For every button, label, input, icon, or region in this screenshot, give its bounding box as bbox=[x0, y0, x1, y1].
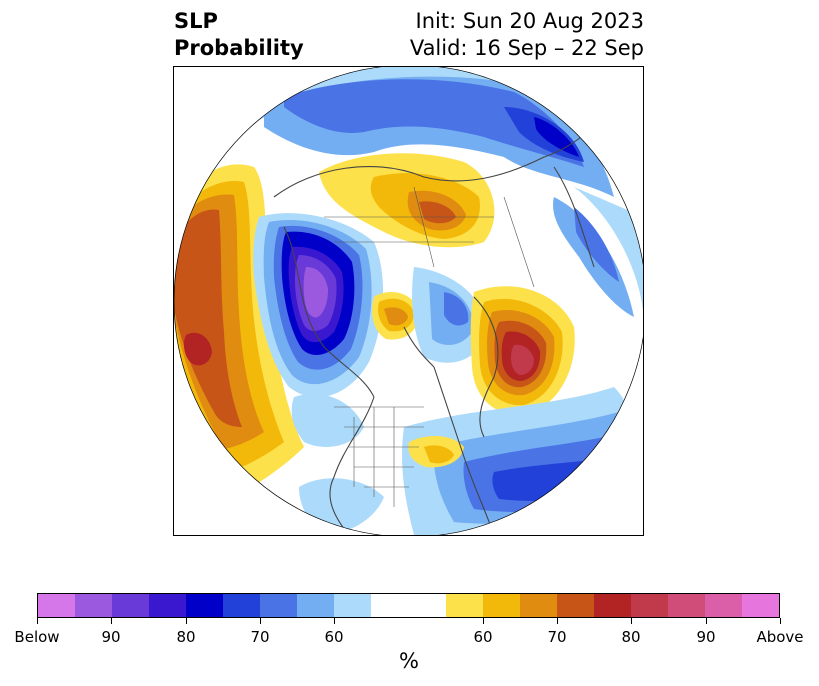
colorbar-segment-below bbox=[297, 594, 335, 617]
colorbar-tick bbox=[706, 618, 707, 624]
title-valid-range: Valid: 16 Sep – 22 Sep bbox=[409, 36, 644, 60]
colorbar-unit-label: % bbox=[399, 649, 419, 673]
above-normal-region-greenland bbox=[372, 292, 419, 340]
colorbar-tick bbox=[780, 618, 781, 624]
colorbar-tick-label: 80 bbox=[176, 628, 196, 646]
chart-title-left: SLP Probability bbox=[174, 8, 304, 62]
title-type: Probability bbox=[174, 36, 304, 60]
probability-map bbox=[173, 66, 644, 536]
colorbar-segment-below bbox=[75, 594, 113, 617]
colorbar-tick-label: Above bbox=[756, 628, 804, 646]
colorbar-segment-above bbox=[741, 594, 779, 617]
colorbar-tick-label: 60 bbox=[473, 628, 493, 646]
colorbar-segment-above bbox=[704, 594, 742, 617]
colorbar bbox=[37, 593, 780, 618]
colorbar-tick-label: 60 bbox=[324, 628, 344, 646]
above-normal-region-us-east bbox=[408, 435, 464, 468]
colorbar-tick-label: 80 bbox=[621, 628, 641, 646]
colorbar-segment-below bbox=[186, 594, 224, 617]
colorbar-segment-above bbox=[445, 594, 483, 617]
colorbar-tick bbox=[631, 618, 632, 624]
coastlines bbox=[273, 106, 615, 535]
colorbar-tick bbox=[111, 618, 112, 624]
above-normal-region-europe bbox=[470, 286, 575, 416]
colorbar-tick-label: 90 bbox=[696, 628, 716, 646]
colorbar-segment-above bbox=[556, 594, 594, 617]
colorbar-segment-above bbox=[482, 594, 520, 617]
colorbar-segment-above bbox=[667, 594, 705, 617]
colorbar-segment-above bbox=[519, 594, 557, 617]
colorbar-tick-label: 70 bbox=[250, 628, 270, 646]
colorbar-segment-below bbox=[38, 594, 76, 617]
colorbar-segment-below bbox=[260, 594, 298, 617]
above-normal-region-pacific bbox=[174, 164, 304, 498]
chart-title-right: Init: Sun 20 Aug 2023 Valid: 16 Sep – 22… bbox=[410, 8, 644, 62]
colorbar-segment-above bbox=[630, 594, 668, 617]
below-normal-region-atlantic bbox=[412, 267, 489, 363]
title-variable: SLP bbox=[174, 9, 218, 33]
colorbar-tick bbox=[483, 618, 484, 624]
political-borders bbox=[324, 186, 535, 507]
colorbar-tick bbox=[557, 618, 558, 624]
colorbar-tick bbox=[186, 618, 187, 624]
colorbar-tick-label: Below bbox=[14, 628, 60, 646]
below-normal-region-canada bbox=[253, 213, 384, 398]
colorbar-segment-above bbox=[593, 594, 631, 617]
colorbar-segment-below bbox=[223, 594, 261, 617]
colorbar-segment-below bbox=[112, 594, 150, 617]
colorbar-tick bbox=[260, 618, 261, 624]
colorbar-segment-neutral bbox=[371, 594, 446, 617]
colorbar-segment-below bbox=[334, 594, 372, 617]
colorbar-tick-label: 70 bbox=[547, 628, 567, 646]
colorbar-tick bbox=[334, 618, 335, 624]
colorbar-segment-below bbox=[149, 594, 187, 617]
colorbar-tick bbox=[37, 618, 38, 624]
colorbar-tick-label: 90 bbox=[101, 628, 121, 646]
title-init-date: Init: Sun 20 Aug 2023 bbox=[415, 9, 644, 33]
